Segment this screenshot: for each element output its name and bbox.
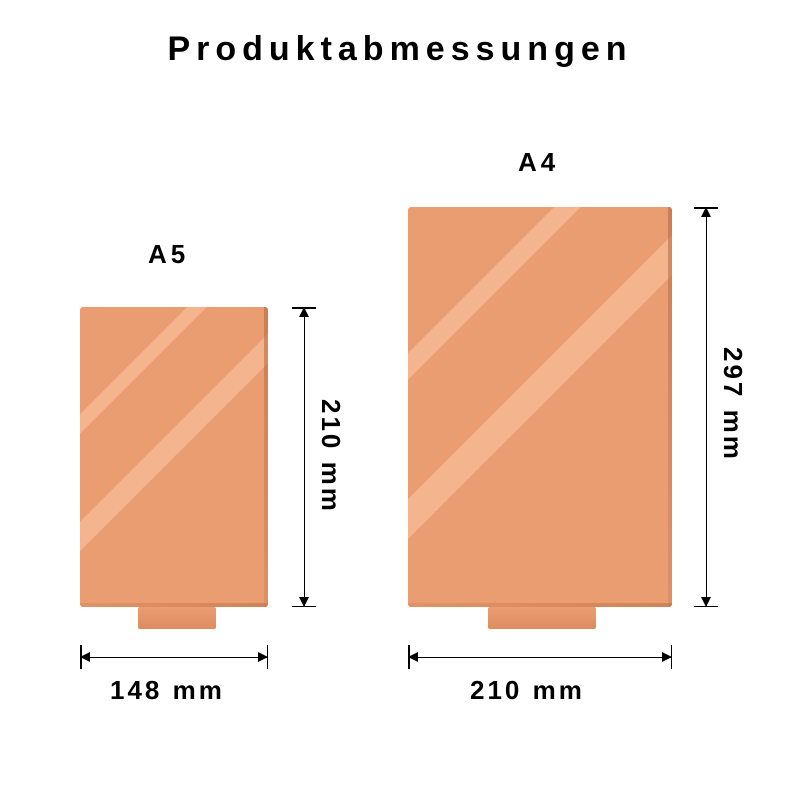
dim-height-a5-text: 210 mm [315,399,346,514]
dim-width-a4-text: 210 mm [470,675,585,706]
base-a5 [138,607,216,629]
dim-width-a5-text: 148 mm [110,675,225,706]
dim-width-a5 [80,643,268,671]
dim-height-a4-text: 297 mm [717,347,748,462]
label-a5: A5 [148,239,189,270]
base-a4 [488,607,596,629]
panel-a5 [80,307,268,607]
dim-height-a5 [290,307,318,607]
diagram-stage: A5 148 mm 210 mm A4 210 mm 297 mm [0,69,800,789]
dim-height-a4 [692,207,720,607]
label-a4: A4 [518,147,559,178]
dim-width-a4 [408,643,672,671]
page-title: Produktabmessungen [0,0,800,69]
panel-a4 [408,207,672,607]
